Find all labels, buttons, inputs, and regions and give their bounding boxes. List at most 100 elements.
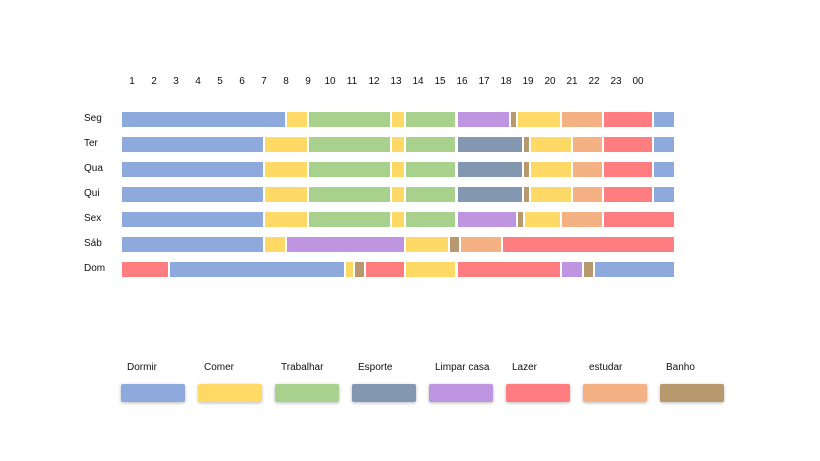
- day-label: Qui: [84, 188, 100, 199]
- day-label: Qua: [84, 163, 103, 174]
- activity-block-comer: [286, 111, 308, 128]
- hour-label: 6: [239, 76, 245, 87]
- activity-block-trabalhar: [308, 186, 391, 203]
- activity-block-lazer: [602, 111, 654, 128]
- activity-block-lazer: [602, 161, 654, 178]
- activity-block-dormir: [121, 136, 264, 153]
- activity-block-dormir: [121, 186, 264, 203]
- activity-block-comer: [523, 211, 561, 228]
- activity-block-dormir: [169, 261, 346, 278]
- legend-swatch-estudar: [583, 384, 647, 402]
- legend-swatch-esporte: [352, 384, 416, 402]
- activity-block-dormir: [121, 161, 264, 178]
- activity-block-comer: [264, 236, 286, 253]
- legend-label: Lazer: [512, 362, 538, 373]
- activity-block-lazer: [602, 211, 676, 228]
- activity-block-comer: [264, 186, 308, 203]
- activity-block-limpar: [456, 211, 517, 228]
- activity-block-dormir: [121, 211, 264, 228]
- hour-label: 5: [217, 76, 223, 87]
- hour-label: 9: [305, 76, 311, 87]
- legend-swatch-trabalhar: [275, 384, 339, 402]
- activity-block-banho: [510, 111, 517, 128]
- hour-label: 14: [412, 76, 424, 87]
- activity-block-comer: [530, 186, 572, 203]
- activity-block-dormir: [653, 161, 676, 178]
- activity-block-comer: [404, 261, 457, 278]
- legend-label: Esporte: [358, 362, 393, 373]
- activity-block-comer: [390, 186, 405, 203]
- activity-block-trabalhar: [404, 161, 457, 178]
- hour-label: 7: [261, 76, 267, 87]
- activity-block-estudar: [561, 211, 603, 228]
- activity-block-dormir: [121, 111, 286, 128]
- activity-block-comer: [390, 136, 405, 153]
- activity-block-banho: [448, 236, 460, 253]
- hour-label: 15: [434, 76, 446, 87]
- hour-label: 16: [456, 76, 468, 87]
- legend-swatch-limpar: [429, 384, 493, 402]
- legend-label: Dormir: [127, 362, 157, 373]
- activity-block-lazer: [365, 261, 405, 278]
- hour-label: 1: [129, 76, 135, 87]
- activity-block-comer: [404, 236, 449, 253]
- hour-label: 20: [544, 76, 556, 87]
- day-label: Sáb: [84, 238, 102, 249]
- activity-block-lazer: [602, 136, 654, 153]
- activity-block-lazer: [456, 261, 561, 278]
- activity-block-limpar: [456, 111, 511, 128]
- activity-block-comer: [264, 211, 308, 228]
- activity-block-dormir: [594, 261, 676, 278]
- legend-swatch-comer: [198, 384, 262, 402]
- activity-block-esporte: [456, 161, 523, 178]
- activity-block-comer: [530, 136, 572, 153]
- activity-block-comer: [264, 136, 308, 153]
- activity-block-dormir: [653, 136, 676, 153]
- activity-block-limpar: [561, 261, 583, 278]
- activity-block-comer: [390, 161, 405, 178]
- day-label: Dom: [84, 263, 106, 274]
- legend-label: Trabalhar: [281, 362, 324, 373]
- activity-block-trabalhar: [308, 111, 391, 128]
- activity-block-comer: [530, 161, 572, 178]
- activity-block-trabalhar: [308, 161, 391, 178]
- legend-label: Comer: [204, 362, 235, 373]
- hour-label: 17: [478, 76, 490, 87]
- activity-block-banho: [522, 186, 531, 203]
- hour-label: 13: [390, 76, 402, 87]
- activity-block-esporte: [456, 136, 523, 153]
- day-label: Ter: [84, 138, 98, 149]
- activity-block-dormir: [121, 236, 264, 253]
- hour-label: 10: [324, 76, 336, 87]
- hour-label: 4: [195, 76, 201, 87]
- activity-block-comer: [390, 211, 405, 228]
- hour-label: 12: [368, 76, 380, 87]
- activity-block-lazer: [602, 186, 654, 203]
- activity-block-estudar: [572, 136, 603, 153]
- hour-label: 19: [522, 76, 534, 87]
- activity-block-trabalhar: [404, 211, 457, 228]
- hour-label: 22: [588, 76, 600, 87]
- activity-block-banho: [583, 261, 594, 278]
- activity-block-trabalhar: [404, 136, 457, 153]
- legend-swatch-lazer: [506, 384, 570, 402]
- activity-block-estudar: [572, 161, 603, 178]
- legend-swatch-dormir: [121, 384, 185, 402]
- hour-label: 21: [566, 76, 578, 87]
- activity-block-trabalhar: [404, 111, 457, 128]
- legend-label: estudar: [589, 362, 623, 373]
- activity-block-comer: [264, 161, 308, 178]
- hour-label: 3: [173, 76, 179, 87]
- activity-block-comer: [390, 111, 405, 128]
- activity-block-lazer: [121, 261, 170, 278]
- activity-block-limpar: [286, 236, 405, 253]
- hour-label: 2: [151, 76, 157, 87]
- day-label: Seg: [84, 113, 102, 124]
- activity-block-banho: [522, 136, 531, 153]
- activity-block-banho: [354, 261, 366, 278]
- hour-label: 23: [610, 76, 622, 87]
- hour-label: 00: [632, 76, 644, 87]
- activity-block-estudar: [572, 186, 603, 203]
- activity-block-dormir: [653, 186, 676, 203]
